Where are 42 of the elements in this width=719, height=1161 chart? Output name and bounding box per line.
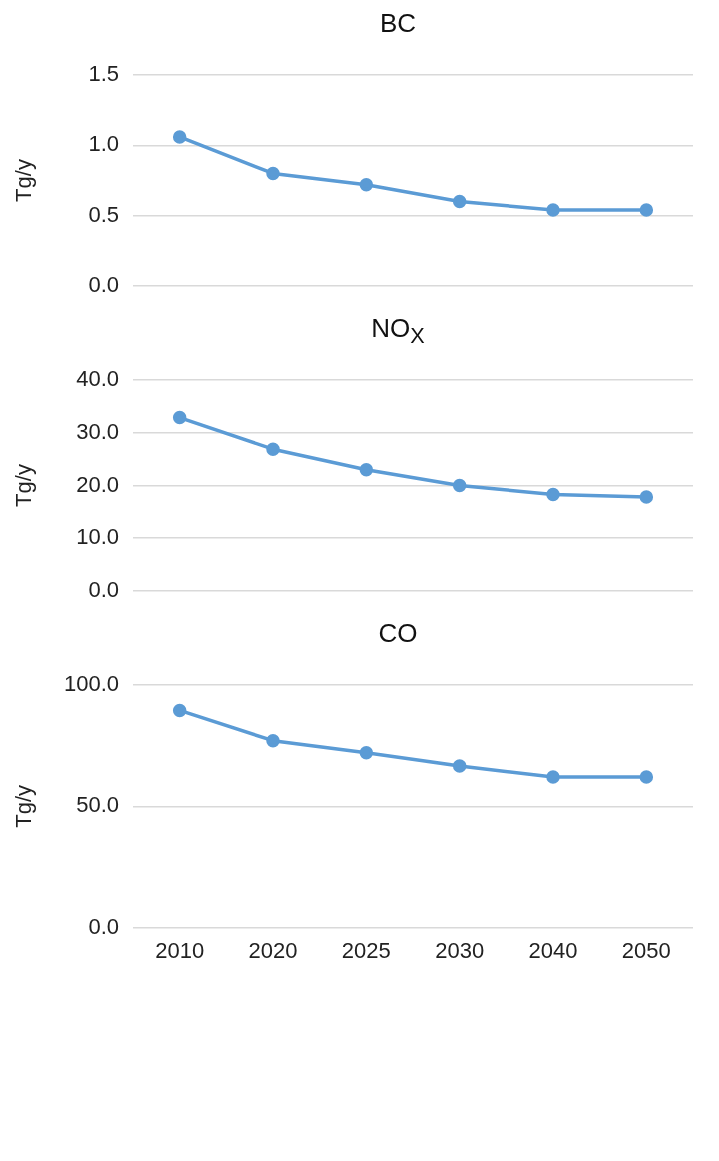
y-axis-title: Tg/y — [11, 785, 37, 828]
point — [546, 770, 560, 784]
point — [639, 203, 654, 217]
point — [452, 759, 467, 773]
y-tick-label: 30.0 — [76, 418, 119, 444]
y-tick-label: 50.0 — [76, 792, 119, 818]
point — [266, 442, 280, 456]
y-tick-label: 0.0 — [88, 913, 119, 939]
point — [639, 770, 654, 784]
point — [359, 462, 374, 477]
y-tick-label: 20.0 — [76, 471, 119, 497]
x-tick-label: 2025 — [341, 937, 391, 963]
point — [452, 194, 467, 209]
chart-title: BC — [378, 8, 418, 40]
chart-title: NO$_{X}$ — [370, 313, 426, 351]
point — [266, 166, 280, 181]
y-tick-label: 40.0 — [76, 366, 119, 392]
y-tick-label: 0.5 — [88, 201, 119, 227]
x-tick-label: 2020 — [248, 937, 298, 963]
y-tick-label: 1.5 — [88, 61, 119, 87]
y-axis-title: Tg/y — [11, 159, 37, 202]
y-tick-label: 100.0 — [63, 671, 119, 697]
y-tick-label: 0.0 — [88, 576, 119, 602]
point — [546, 203, 560, 217]
point — [359, 746, 374, 760]
point — [172, 130, 187, 144]
y-axis-title: Tg/y — [11, 464, 37, 507]
point — [172, 410, 187, 425]
y-tick-label: 10.0 — [76, 524, 119, 550]
point — [546, 487, 560, 502]
y-tick-label: 1.0 — [88, 131, 119, 157]
point — [359, 177, 374, 192]
point — [266, 733, 280, 748]
x-tick-label: 2050 — [621, 937, 671, 963]
chart-title: CO — [377, 618, 419, 650]
x-tick-label: 2040 — [528, 937, 578, 963]
point — [172, 703, 187, 718]
point — [452, 478, 467, 493]
y-tick-label: 0.0 — [88, 271, 119, 297]
point — [639, 490, 654, 504]
x-tick-label: 2010 — [155, 937, 205, 963]
x-tick-label: 2030 — [435, 937, 485, 963]
